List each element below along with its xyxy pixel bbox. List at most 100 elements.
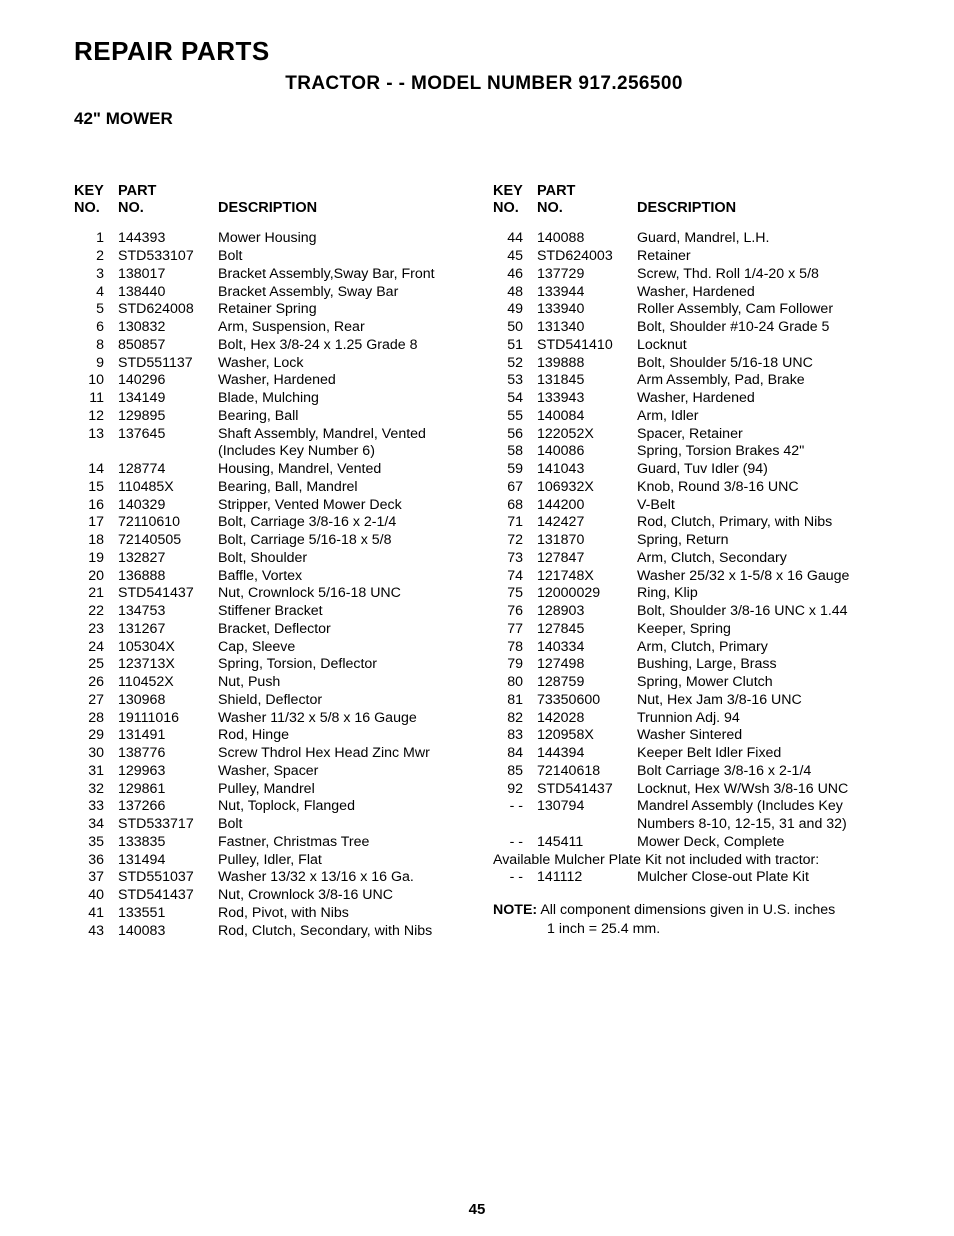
- row-key: 16: [74, 497, 118, 515]
- header-desc: DESCRIPTION: [218, 183, 475, 216]
- table-row: 59141043Guard, Tuv Idler (94): [493, 461, 894, 479]
- row-part: 130968: [118, 692, 218, 710]
- row-part: 145411: [537, 834, 637, 852]
- row-key: 46: [493, 266, 537, 284]
- row-key: 21: [74, 585, 118, 603]
- table-row: 73127847Arm, Clutch, Secondary: [493, 550, 894, 568]
- row-key: 51: [493, 337, 537, 355]
- table-row: 72131870Spring, Return: [493, 532, 894, 550]
- row-part: [118, 443, 218, 461]
- row-key: 31: [74, 763, 118, 781]
- page-subtitle: TRACTOR - - MODEL NUMBER 917.256500: [74, 73, 894, 95]
- table-row: 25123713XSpring, Torsion, Deflector: [74, 656, 475, 674]
- row-desc: Washer, Lock: [218, 355, 475, 373]
- right-column: KEY NO. PART NO. DESCRIPTION 44140088Gua…: [493, 183, 894, 940]
- row-part: 133943: [537, 390, 637, 408]
- row-part: STD541437: [118, 887, 218, 905]
- row-part: 144394: [537, 745, 637, 763]
- row-key: 48: [493, 284, 537, 302]
- row-desc: Pulley, Idler, Flat: [218, 852, 475, 870]
- row-part: 140088: [537, 230, 637, 248]
- row-key: 56: [493, 426, 537, 444]
- row-desc: (Includes Key Number 6): [218, 443, 475, 461]
- row-part: 19111016: [118, 710, 218, 728]
- row-desc: Shaft Assembly, Mandrel, Vented: [218, 426, 475, 444]
- row-part: 131870: [537, 532, 637, 550]
- row-part: 72140618: [537, 763, 637, 781]
- row-key: 59: [493, 461, 537, 479]
- row-part: 130794: [537, 798, 637, 816]
- row-key: 27: [74, 692, 118, 710]
- row-part: 110485X: [118, 479, 218, 497]
- row-part: 140086: [537, 443, 637, 461]
- row-part: 138017: [118, 266, 218, 284]
- row-desc: Spring, Torsion Brakes 42": [637, 443, 894, 461]
- row-key: 4: [74, 284, 118, 302]
- row-desc: Stripper, Vented Mower Deck: [218, 497, 475, 515]
- row-part: 127845: [537, 621, 637, 639]
- row-desc: Locknut: [637, 337, 894, 355]
- row-desc: Arm, Idler: [637, 408, 894, 426]
- row-key: 18: [74, 532, 118, 550]
- header-part-1: PART: [537, 183, 575, 199]
- row-desc: Housing, Mandrel, Vented: [218, 461, 475, 479]
- row-key: 29: [74, 727, 118, 745]
- row-desc: Bolt, Shoulder 3/8-16 UNC x 1.44: [637, 603, 894, 621]
- row-desc: Guard, Mandrel, L.H.: [637, 230, 894, 248]
- row-key: 10: [74, 372, 118, 390]
- row-desc: Arm, Clutch, Secondary: [637, 550, 894, 568]
- row-desc: Bushing, Large, Brass: [637, 656, 894, 674]
- row-desc: Bearing, Ball: [218, 408, 475, 426]
- row-desc: Rod, Clutch, Primary, with Nibs: [637, 514, 894, 532]
- row-part: 137266: [118, 798, 218, 816]
- row-key: 43: [74, 923, 118, 941]
- row-part: 133551: [118, 905, 218, 923]
- table-row: 52139888Bolt, Shoulder 5/16-18 UNC: [493, 355, 894, 373]
- table-row: 76128903Bolt, Shoulder 3/8-16 UNC x 1.44: [493, 603, 894, 621]
- table-row: 29131491Rod, Hinge: [74, 727, 475, 745]
- row-part: 133940: [537, 301, 637, 319]
- table-row: 32129861Pulley, Mandrel: [74, 781, 475, 799]
- header-part-1: PART: [118, 183, 156, 199]
- page-number: 45: [0, 1201, 954, 1218]
- table-row: 4138440Bracket Assembly, Sway Bar: [74, 284, 475, 302]
- row-part: 123713X: [118, 656, 218, 674]
- row-desc: Screw Thdrol Hex Head Zinc Mwr: [218, 745, 475, 763]
- table-row: 40STD541437Nut, Crownlock 3/8-16 UNC: [74, 887, 475, 905]
- row-key: - -: [493, 834, 537, 852]
- row-desc: Mulcher Close-out Plate Kit: [637, 869, 894, 887]
- row-key: 14: [74, 461, 118, 479]
- row-part: 127498: [537, 656, 637, 674]
- row-key: 82: [493, 710, 537, 728]
- row-desc: Retainer Spring: [218, 301, 475, 319]
- table-row: 74121748XWasher 25/32 x 1-5/8 x 16 Gauge: [493, 568, 894, 586]
- row-key: 36: [74, 852, 118, 870]
- row-key: [74, 443, 118, 461]
- row-desc: Ring, Klip: [637, 585, 894, 603]
- row-key: 79: [493, 656, 537, 674]
- row-part: STD541437: [118, 585, 218, 603]
- row-desc: Washer, Hardened: [637, 284, 894, 302]
- row-key: 81: [493, 692, 537, 710]
- row-part: 128903: [537, 603, 637, 621]
- header-key: KEY NO.: [74, 183, 118, 216]
- row-key: 45: [493, 248, 537, 266]
- row-key: 71: [493, 514, 537, 532]
- row-part: 127847: [537, 550, 637, 568]
- row-key: 33: [74, 798, 118, 816]
- row-desc: Bolt, Shoulder: [218, 550, 475, 568]
- table-row: 22134753Stiffener Bracket: [74, 603, 475, 621]
- row-desc: Bracket Assembly, Sway Bar: [218, 284, 475, 302]
- row-desc: Washer 25/32 x 1-5/8 x 16 Gauge: [637, 568, 894, 586]
- header-key-1: KEY: [493, 183, 523, 199]
- table-row: 37STD551037Washer 13/32 x 13/16 x 16 Ga.: [74, 869, 475, 887]
- row-part: 141043: [537, 461, 637, 479]
- row-part: 129895: [118, 408, 218, 426]
- row-key: 34: [74, 816, 118, 834]
- row-part: 121748X: [537, 568, 637, 586]
- row-desc: Washer, Hardened: [637, 390, 894, 408]
- row-part: 140296: [118, 372, 218, 390]
- table-row: 43140083Rod, Clutch, Secondary, with Nib…: [74, 923, 475, 941]
- row-part: 72110610: [118, 514, 218, 532]
- row-desc: Washer 13/32 x 13/16 x 16 Ga.: [218, 869, 475, 887]
